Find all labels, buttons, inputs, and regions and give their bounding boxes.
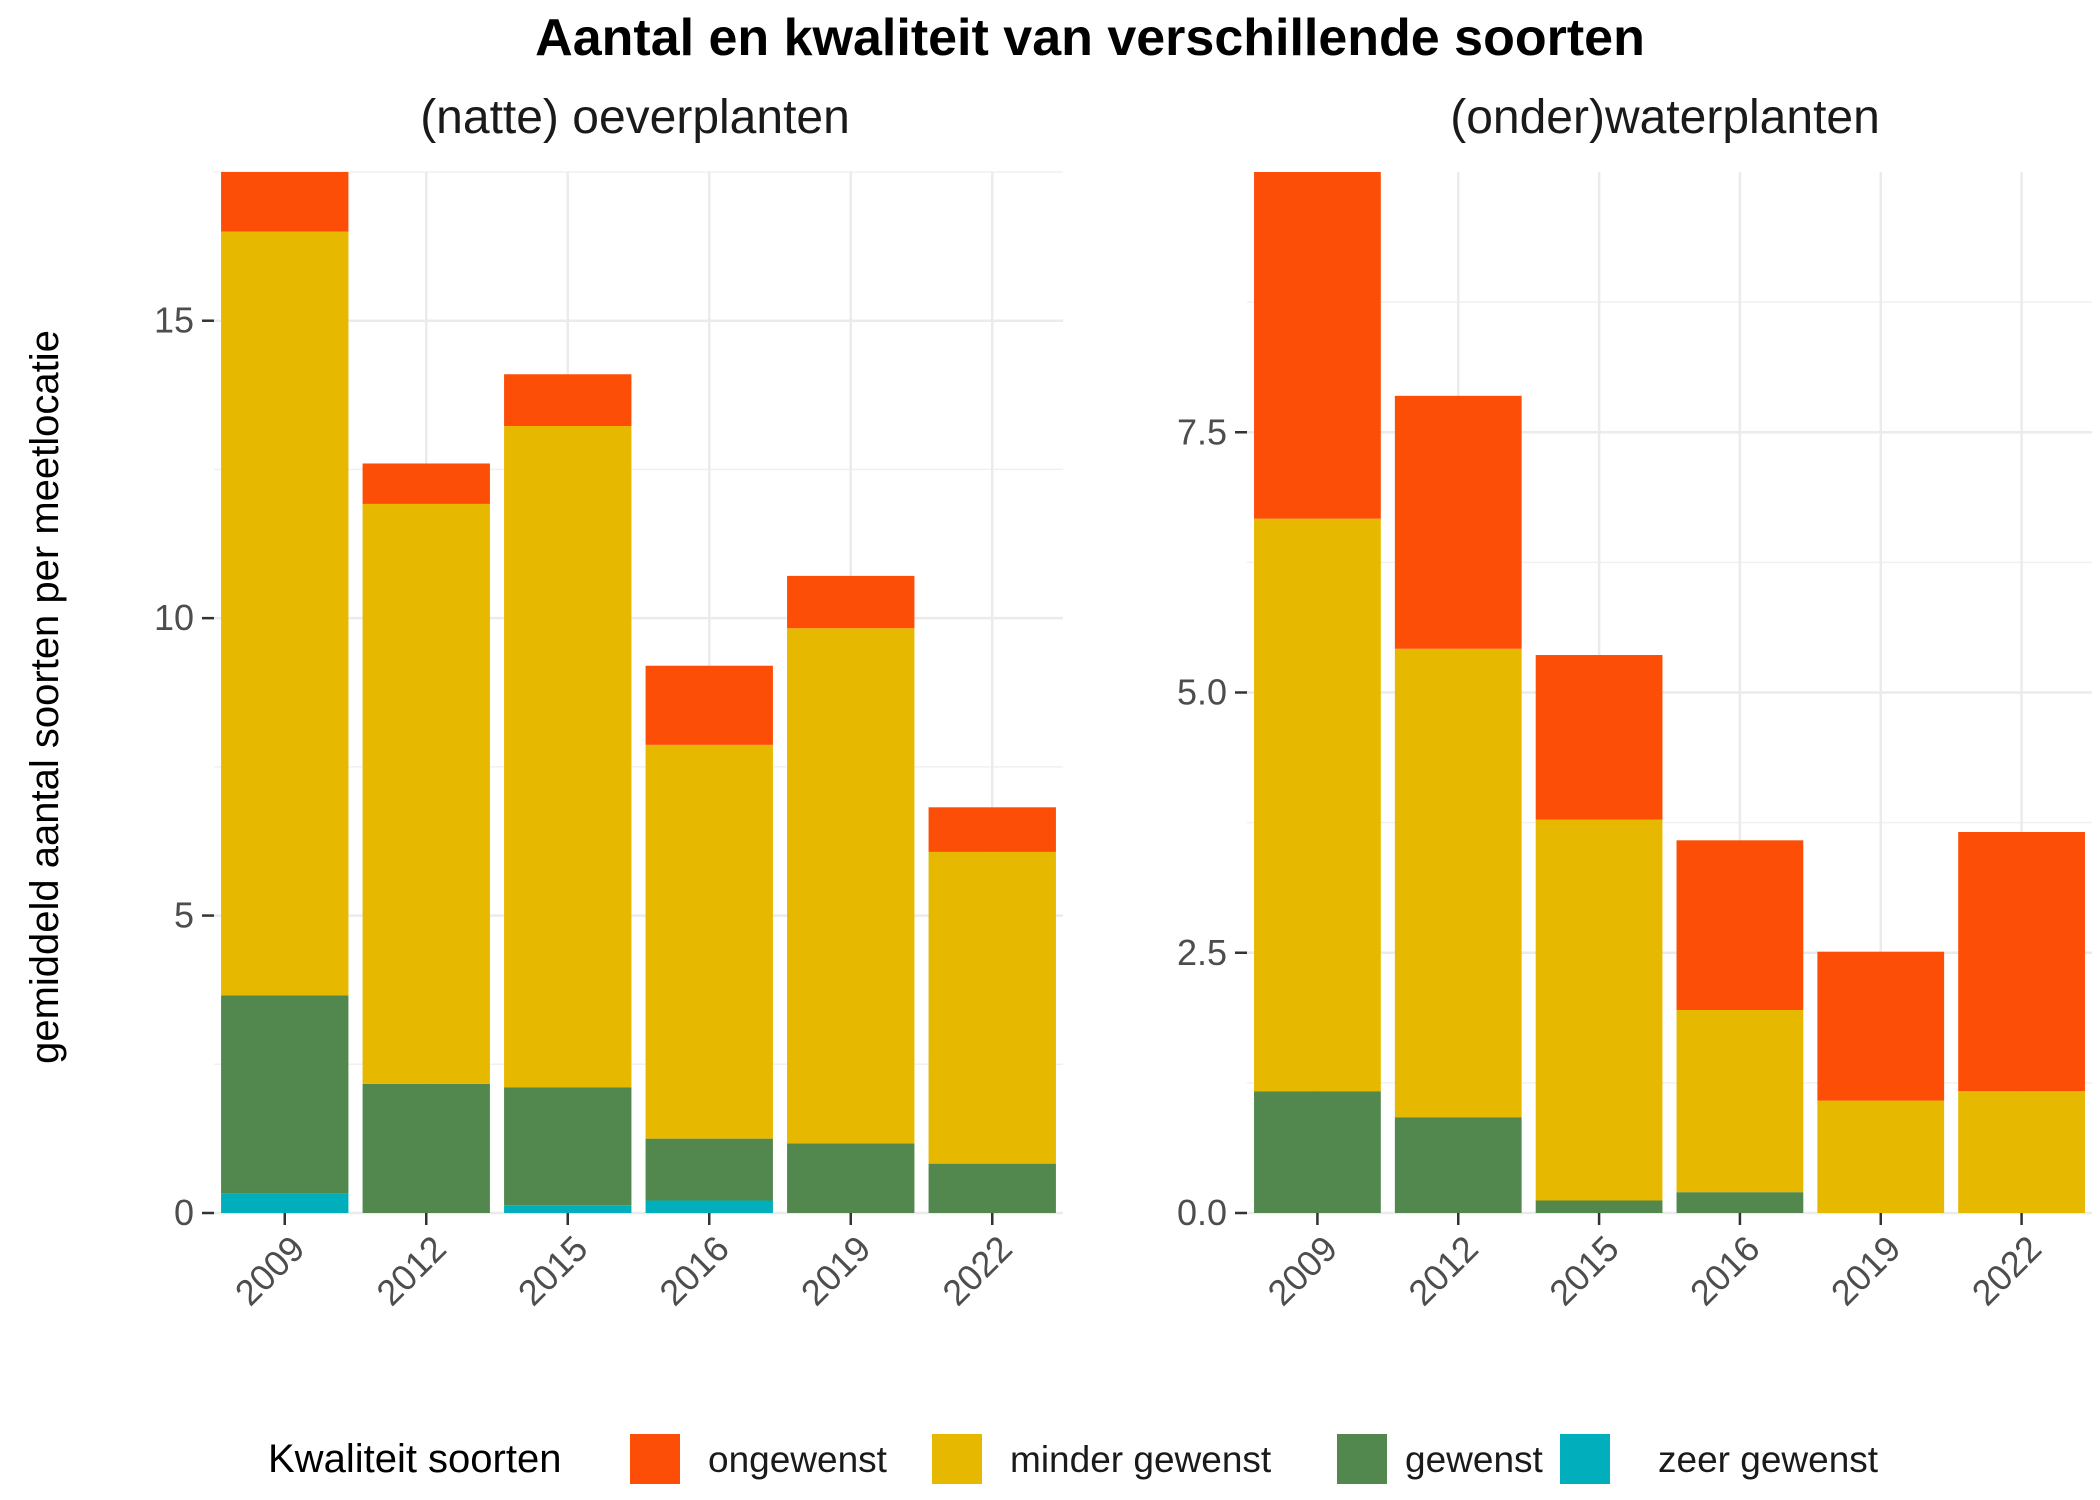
bar-minder-gewenst-2012 <box>1394 648 1522 1118</box>
bar-ongewenst-2015 <box>1535 655 1663 820</box>
x-tick-label: 2015 <box>510 1228 596 1314</box>
bar-zeer-gewenst-2015 <box>504 1205 632 1213</box>
bar-gewenst-2012 <box>362 1083 490 1213</box>
y-tick-label: 2.5 <box>1177 932 1227 973</box>
bar-minder-gewenst-2016 <box>645 744 773 1139</box>
x-tick-label: 2009 <box>1259 1228 1345 1314</box>
legend-label-gewenst: gewenst <box>1405 1439 1544 1480</box>
bar-zeer-gewenst-2009 <box>221 1193 349 1213</box>
x-tick-label: 2022 <box>934 1228 1020 1314</box>
bar-ongewenst-2022 <box>1958 831 2085 1092</box>
bar-minder-gewenst-2009 <box>221 231 349 996</box>
y-tick-label: 0.0 <box>1177 1192 1227 1233</box>
bar-gewenst-2012 <box>1394 1117 1522 1213</box>
bar-ongewenst-2016 <box>645 665 773 745</box>
y-tick-label: 5 <box>174 895 194 936</box>
y-axis: 0.0 2.5 5.0 7.5 <box>1177 411 1247 1233</box>
legend-key-ongewenst <box>630 1434 680 1484</box>
bar-gewenst-2016 <box>645 1138 773 1201</box>
bar-ongewenst-2009 <box>221 172 349 232</box>
bar-ongewenst-2022 <box>928 807 1056 852</box>
panel-title: (natte) oeverplanten <box>420 91 850 144</box>
x-axis: 2009 2012 2015 2016 2019 2022 <box>227 1213 1020 1313</box>
bars <box>1254 172 2085 1213</box>
bar-gewenst-2016 <box>1676 1192 1804 1213</box>
x-tick-label: 2016 <box>1682 1228 1768 1314</box>
legend-key-minder-gewenst <box>932 1434 982 1484</box>
bar-gewenst-2019 <box>787 1143 915 1213</box>
bar-minder-gewenst-2009 <box>1254 518 1381 1092</box>
legend-label-minder-gewenst: minder gewenst <box>1010 1439 1272 1480</box>
bar-gewenst-2009 <box>221 995 349 1194</box>
legend-key-gewenst <box>1337 1434 1387 1484</box>
bar-ongewenst-2015 <box>504 374 632 427</box>
y-tick-label: 5.0 <box>1177 672 1227 713</box>
bar-gewenst-2022 <box>928 1163 1056 1213</box>
bar-gewenst-2015 <box>504 1087 632 1206</box>
bar-ongewenst-2012 <box>1394 395 1522 649</box>
y-tick-label: 15 <box>154 300 194 341</box>
y-tick-label: 7.5 <box>1177 411 1227 452</box>
legend-title: Kwaliteit soorten <box>268 1437 561 1481</box>
legend-label-zeer-gewenst: zeer gewenst <box>1658 1439 1879 1480</box>
x-tick-label: 2012 <box>368 1228 454 1314</box>
y-axis-title: gemiddeld aantal soorten per meetlocatie <box>23 330 67 1064</box>
bar-minder-gewenst-2016 <box>1676 1010 1804 1193</box>
bar-zeer-gewenst-2016 <box>645 1200 773 1213</box>
x-axis: 2009 2012 2015 2016 2019 2022 <box>1259 1213 2049 1313</box>
bar-ongewenst-2009 <box>1254 172 1381 519</box>
bar-minder-gewenst-2015 <box>504 426 632 1088</box>
panel-title: (onder)waterplanten <box>1450 91 1880 144</box>
bar-minder-gewenst-2019 <box>787 628 915 1144</box>
x-tick-label: 2015 <box>1541 1228 1627 1314</box>
legend-label-ongewenst: ongewenst <box>708 1439 888 1480</box>
bar-ongewenst-2019 <box>787 575 915 629</box>
bar-minder-gewenst-2019 <box>1817 1100 1945 1213</box>
bar-gewenst-2009 <box>1254 1091 1381 1213</box>
x-tick-label: 2012 <box>1400 1228 1486 1314</box>
bar-minder-gewenst-2012 <box>362 503 490 1084</box>
x-tick-label: 2009 <box>227 1228 313 1314</box>
bar-ongewenst-2012 <box>362 463 490 504</box>
bar-gewenst-2015 <box>1535 1200 1663 1213</box>
y-tick-label: 0 <box>174 1192 194 1233</box>
y-tick-label: 10 <box>154 597 194 638</box>
bar-ongewenst-2019 <box>1817 951 1945 1101</box>
legend-key-zeer-gewenst <box>1560 1434 1610 1484</box>
x-tick-label: 2022 <box>1964 1228 2050 1314</box>
x-tick-label: 2019 <box>793 1228 879 1314</box>
y-axis: 0 5 10 15 <box>154 300 214 1233</box>
bar-minder-gewenst-2022 <box>928 851 1056 1164</box>
chart-title: Aantal en kwaliteit van verschillende so… <box>535 9 1645 67</box>
bar-minder-gewenst-2022 <box>1958 1091 2085 1213</box>
legend: Kwaliteit soorten ongewenst minder gewens… <box>268 1434 1879 1484</box>
x-tick-label: 2016 <box>651 1228 737 1314</box>
x-tick-label: 2019 <box>1823 1228 1909 1314</box>
bars <box>221 172 1056 1213</box>
bar-minder-gewenst-2015 <box>1535 819 1663 1201</box>
bar-ongewenst-2016 <box>1676 840 1804 1011</box>
